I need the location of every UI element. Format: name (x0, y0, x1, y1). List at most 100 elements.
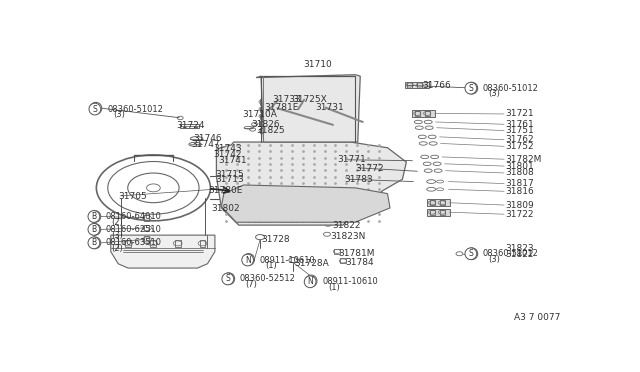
Bar (415, 111, 420, 116)
Text: (7): (7) (246, 280, 257, 289)
Text: 08911-10610: 08911-10610 (322, 277, 378, 286)
Text: 31822: 31822 (332, 221, 360, 230)
Circle shape (295, 217, 301, 221)
Text: 08911-10610: 08911-10610 (260, 256, 316, 264)
Text: (2): (2) (112, 218, 124, 227)
Text: 31728: 31728 (261, 235, 290, 244)
Circle shape (228, 191, 235, 195)
Text: 31751: 31751 (506, 126, 534, 135)
Text: 31724: 31724 (177, 121, 205, 130)
Text: 31766: 31766 (422, 81, 451, 90)
Polygon shape (111, 235, 215, 268)
Text: 31746: 31746 (193, 134, 221, 143)
Text: 31705: 31705 (118, 192, 147, 201)
Text: 31808: 31808 (506, 169, 534, 177)
Bar (180, 124, 199, 128)
Text: 31771: 31771 (337, 155, 365, 164)
Text: (2): (2) (112, 244, 124, 253)
Text: 31725X: 31725X (292, 94, 327, 103)
Text: 31817: 31817 (506, 179, 534, 188)
Text: 31762: 31762 (506, 135, 534, 144)
Text: B: B (92, 238, 97, 247)
Text: B: B (92, 212, 97, 221)
Bar (260, 99, 265, 105)
Text: 31743: 31743 (213, 144, 241, 153)
Text: S: S (93, 104, 99, 113)
Bar (220, 156, 227, 160)
Bar (125, 240, 131, 247)
Text: 31741: 31741 (218, 157, 246, 166)
Text: 31728A: 31728A (294, 259, 329, 268)
Polygon shape (216, 142, 406, 225)
Text: 08160-62510: 08160-62510 (106, 225, 162, 234)
Bar (440, 210, 445, 215)
Text: 31802: 31802 (211, 204, 240, 213)
Circle shape (352, 213, 359, 217)
Text: 31809: 31809 (506, 201, 534, 209)
Text: S: S (470, 84, 474, 93)
Text: B: B (92, 212, 97, 221)
Circle shape (367, 207, 374, 211)
Text: 31772: 31772 (356, 164, 385, 173)
Text: 31783: 31783 (344, 175, 372, 185)
Text: S: S (468, 249, 473, 258)
Text: S: S (468, 84, 473, 93)
Bar (145, 236, 150, 243)
Text: 31816: 31816 (506, 187, 534, 196)
Text: 31747: 31747 (191, 140, 220, 150)
Bar (150, 240, 156, 247)
Text: 31713: 31713 (215, 175, 244, 185)
Circle shape (240, 210, 247, 214)
Bar (220, 147, 227, 150)
Text: S: S (225, 275, 230, 283)
Text: 31823: 31823 (506, 244, 534, 253)
Bar (428, 209, 449, 216)
Text: (1): (1) (328, 283, 340, 292)
Bar (260, 121, 265, 126)
Circle shape (257, 214, 264, 218)
Text: 08160-64010: 08160-64010 (106, 212, 162, 221)
Text: 08360-51012: 08360-51012 (108, 105, 163, 113)
Bar (440, 200, 445, 205)
Bar (429, 200, 435, 205)
Text: 08360-51012: 08360-51012 (483, 84, 539, 93)
Text: 08360-51012: 08360-51012 (483, 249, 539, 258)
Text: 31722: 31722 (506, 210, 534, 219)
Text: 31801: 31801 (506, 161, 534, 171)
Circle shape (315, 217, 321, 221)
Bar (425, 111, 429, 116)
Text: 31761: 31761 (506, 120, 534, 129)
Text: S: S (227, 274, 231, 283)
Text: 31826: 31826 (251, 121, 280, 129)
Text: N: N (244, 256, 250, 264)
Text: 31780E: 31780E (208, 186, 243, 195)
Circle shape (372, 199, 379, 203)
Circle shape (240, 202, 247, 206)
Text: 31721: 31721 (506, 109, 534, 118)
Text: 31781E: 31781E (264, 103, 299, 112)
Bar (417, 83, 422, 87)
Polygon shape (256, 75, 360, 142)
Text: N: N (307, 277, 313, 286)
Bar (405, 82, 429, 88)
Text: (3): (3) (113, 110, 125, 119)
Bar (175, 240, 180, 247)
Text: (3): (3) (489, 89, 500, 99)
Text: 31781M: 31781M (338, 248, 374, 258)
Circle shape (275, 216, 282, 220)
Text: B: B (92, 225, 97, 234)
Text: (1): (1) (266, 261, 277, 270)
Text: 31822: 31822 (506, 250, 534, 259)
Text: N: N (308, 276, 314, 285)
Bar (340, 258, 346, 263)
Text: 08160-63510: 08160-63510 (106, 238, 162, 247)
Bar (260, 106, 265, 112)
Text: S: S (470, 249, 474, 258)
Text: 31710: 31710 (304, 60, 332, 69)
Circle shape (356, 186, 364, 190)
Bar (408, 83, 412, 87)
Bar (429, 210, 435, 215)
Bar (200, 240, 205, 247)
Bar (260, 114, 265, 119)
Text: 31715: 31715 (215, 170, 244, 179)
